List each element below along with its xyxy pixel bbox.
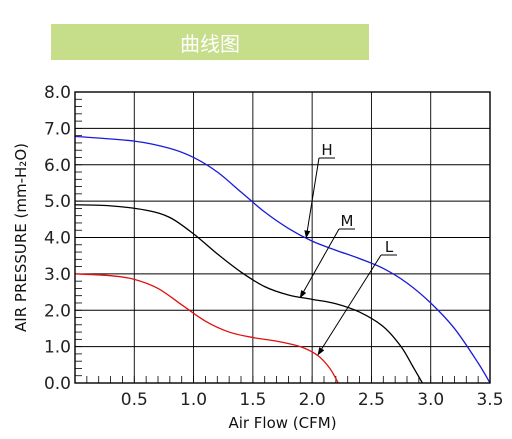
leader-line-m <box>299 228 340 299</box>
x-axis-title: Air Flow (CFM) <box>228 414 336 432</box>
curve-label-l: L <box>385 238 394 256</box>
series-line-h <box>74 135 491 384</box>
annotations: H M L <box>299 141 397 356</box>
x-tick-label: 1.0 <box>180 390 207 410</box>
x-tick-label: 3.5 <box>476 390 503 410</box>
chart-title: 曲线图 <box>180 31 240 56</box>
x-tick-label: 2.5 <box>358 390 385 410</box>
x-tick-label: 1.5 <box>239 390 266 410</box>
y-tick-label: 5.0 <box>44 192 71 212</box>
curves <box>74 135 491 384</box>
y-tick-label: 2.0 <box>44 301 71 321</box>
y-tick-label: 3.0 <box>44 265 71 285</box>
curve-label-m: M <box>341 212 354 230</box>
y-tick-label: 8.0 <box>44 83 71 103</box>
plot-frame <box>74 91 491 384</box>
y-tick-label: 1.0 <box>44 338 71 358</box>
leader-line-l <box>317 254 382 356</box>
x-tick-label: 3.0 <box>417 390 444 410</box>
y-axis-title: AIR PRESSURE (mm-H₂O) <box>12 143 30 332</box>
leader-line-h <box>304 157 320 239</box>
x-tick-label: 2.0 <box>299 390 326 410</box>
y-tick-label: 0.0 <box>44 374 71 394</box>
y-tick-label: 6.0 <box>44 156 71 176</box>
series-line-m <box>74 204 423 384</box>
grid <box>74 91 491 384</box>
title-banner: 曲线图 <box>51 24 369 60</box>
y-tick-label: 4.0 <box>44 229 71 249</box>
curve-label-h: H <box>321 141 332 159</box>
y-tick-label: 7.0 <box>44 119 71 139</box>
tick-labels: 0.0 1.0 2.0 3.0 4.0 5.0 6.0 7.0 8.0 0.5 1.0 1.5 2.0 2… <box>44 83 504 410</box>
series-line-l <box>74 273 339 384</box>
x-tick-label: 0.5 <box>121 390 148 410</box>
